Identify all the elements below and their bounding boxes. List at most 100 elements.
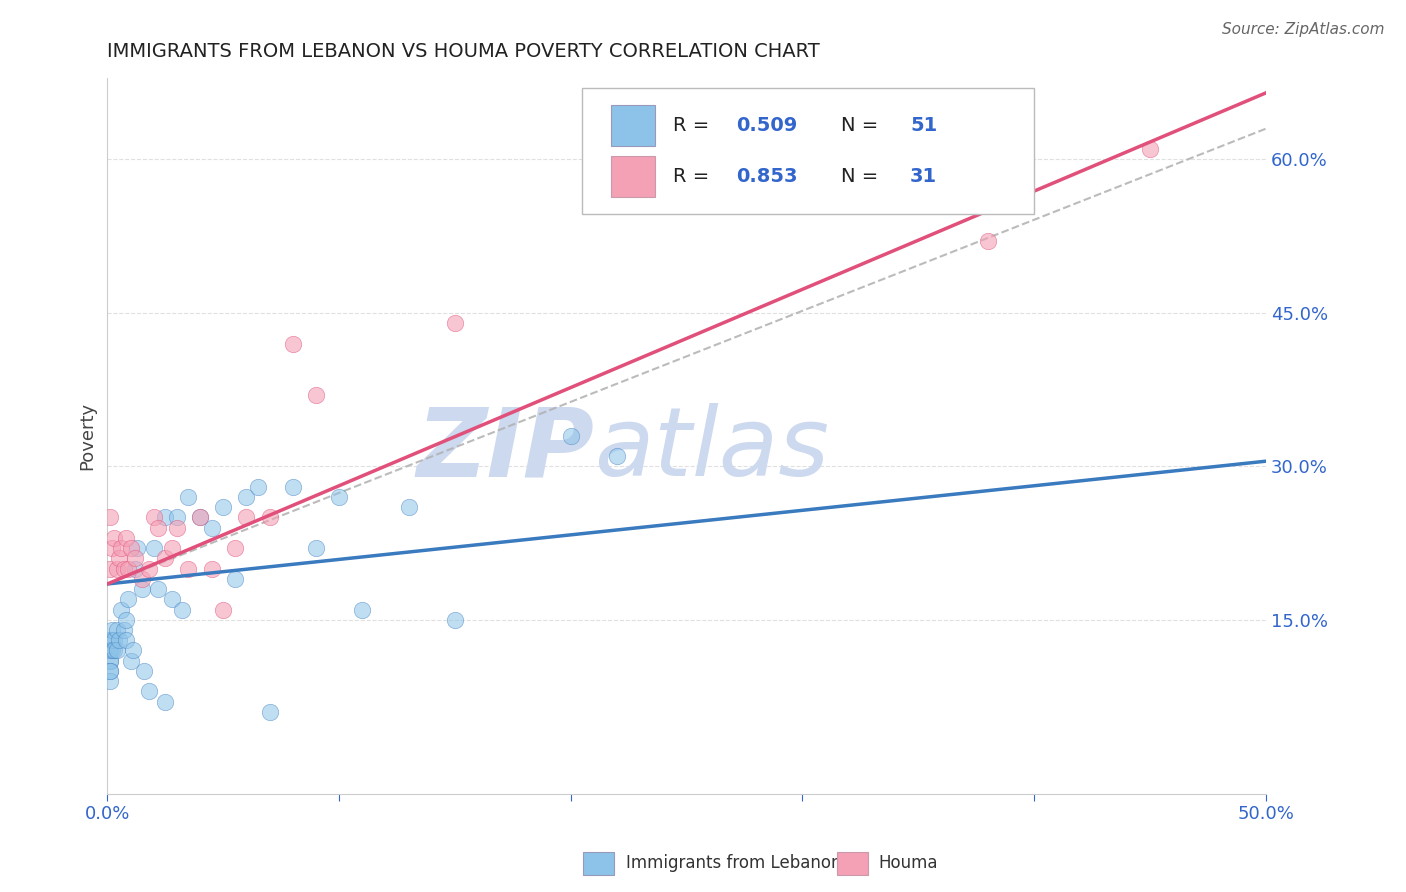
Point [148,582,170,596]
Point [224,572,246,586]
Point [98,643,121,657]
Point [142,541,165,556]
Point [444,613,467,627]
Text: Houma: Houma [879,855,938,872]
Point [98,561,121,575]
Text: IMMIGRANTS FROM LEBANON VS HOUMA POVERTY CORRELATION CHART: IMMIGRANTS FROM LEBANON VS HOUMA POVERTY… [107,42,820,61]
Point [155,510,177,524]
Point [235,490,257,504]
Point [117,592,139,607]
Point [201,561,224,575]
Point [115,633,138,648]
Point [142,510,165,524]
Point [98,664,121,678]
Y-axis label: Poverty: Poverty [79,401,96,470]
Point [101,541,124,556]
Point [188,510,211,524]
Point [155,695,177,709]
Text: 0.509: 0.509 [737,116,797,135]
Point [246,480,269,494]
Point [101,623,124,637]
Point [105,623,128,637]
Text: Immigrants from Lebanon: Immigrants from Lebanon [626,855,841,872]
Text: 31: 31 [910,167,938,186]
Point [328,490,350,504]
Point [124,561,146,575]
Point [166,521,188,535]
Bar [612,156,655,196]
Text: R =: R = [672,116,716,135]
Point [98,664,121,678]
Point [103,643,125,657]
Text: Source: ZipAtlas.com: Source: ZipAtlas.com [1222,22,1385,37]
Point [98,633,121,648]
Point [117,561,139,575]
Text: atlas: atlas [593,403,830,497]
Point [115,613,138,627]
Point [281,480,304,494]
Point [103,531,125,545]
Text: N =: N = [841,116,884,135]
Point [281,336,304,351]
Point [305,541,328,556]
Point [110,541,132,556]
Point [606,449,628,463]
Point [98,654,121,668]
Point [398,500,420,515]
Point [166,510,188,524]
Point [259,705,281,719]
Point [352,602,374,616]
Point [98,654,121,668]
Point [131,572,153,586]
Point [120,541,142,556]
Text: ZIP: ZIP [416,403,593,497]
Point [108,551,131,566]
Point [134,664,156,678]
Text: R =: R = [672,167,716,186]
Point [155,551,177,566]
Point [201,521,224,535]
Point [224,541,246,556]
Point [98,510,121,524]
Point [560,428,582,442]
FancyBboxPatch shape [582,88,1033,214]
Point [127,541,149,556]
Point [124,551,146,566]
Point [235,510,257,524]
Bar [612,105,655,145]
Point [105,561,128,575]
Text: 51: 51 [910,116,938,135]
Point [112,623,135,637]
Point [121,643,143,657]
Point [108,633,131,648]
Point [98,674,121,689]
Point [120,654,142,668]
Point [101,643,124,657]
Point [105,643,128,657]
Point [212,602,235,616]
Point [177,490,200,504]
Point [131,582,153,596]
Text: 0.853: 0.853 [737,167,797,186]
Point [138,561,160,575]
Point [1139,142,1161,156]
Point [162,592,184,607]
Point [177,561,200,575]
Point [188,510,211,524]
Point [212,500,235,515]
Point [305,388,328,402]
Point [98,643,121,657]
Point [162,541,184,556]
Point [170,602,193,616]
Point [148,521,170,535]
Point [112,561,135,575]
Point [101,633,124,648]
Point [138,684,160,698]
Point [103,633,125,648]
Point [977,234,1000,248]
Text: N =: N = [841,167,884,186]
Point [110,602,132,616]
Point [259,510,281,524]
Point [115,531,138,545]
Point [444,316,467,330]
